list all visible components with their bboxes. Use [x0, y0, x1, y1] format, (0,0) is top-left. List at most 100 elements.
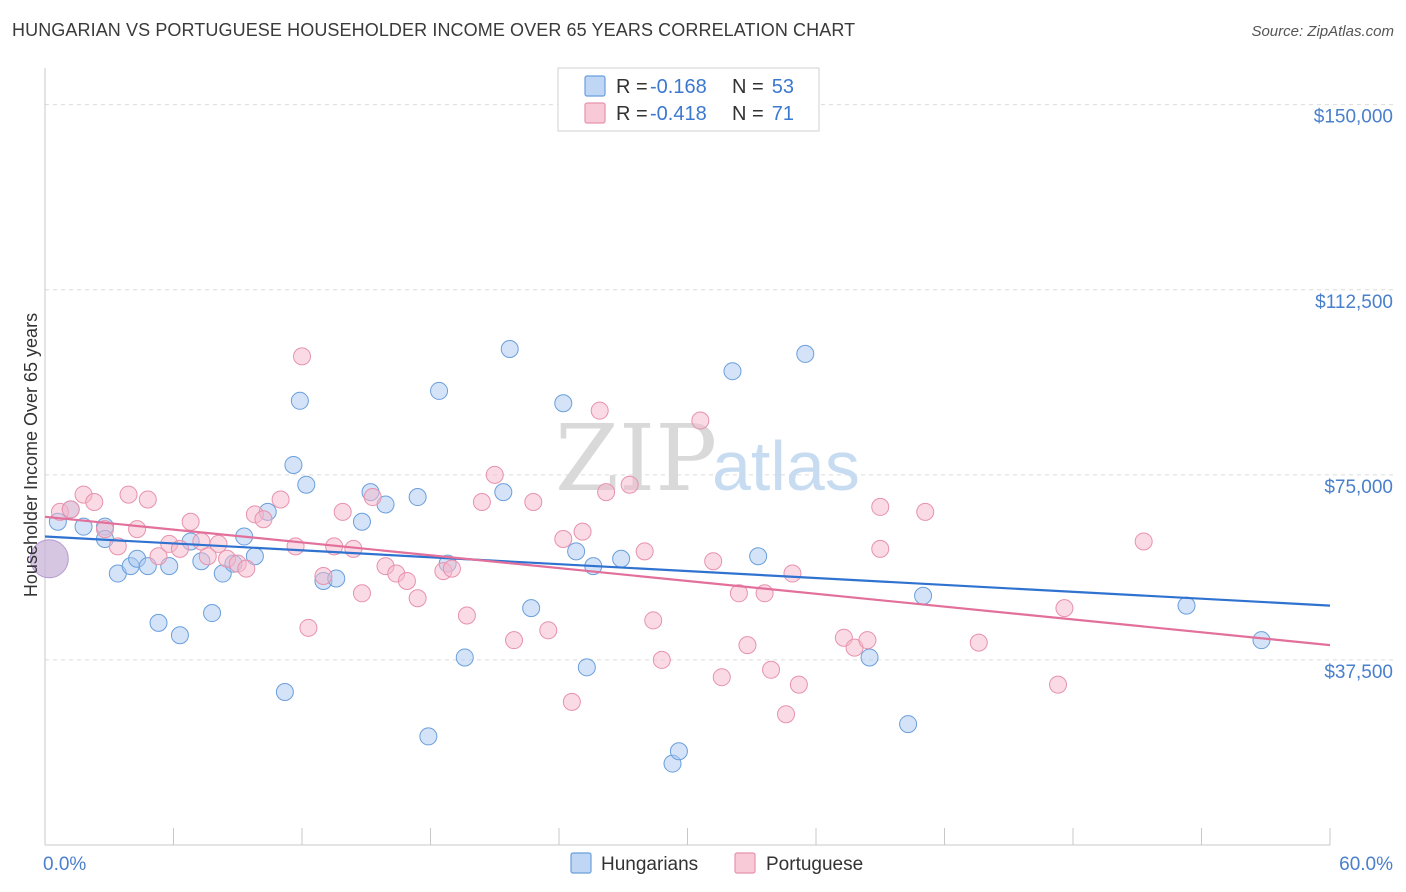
portuguese-point: [271, 490, 290, 509]
portuguese-point: [108, 537, 127, 556]
portuguese-point: [858, 631, 877, 650]
portuguese-point: [871, 539, 890, 558]
portuguese-point: [95, 520, 114, 539]
portuguese-point: [704, 552, 723, 571]
portuguese-trend-line: [44, 515, 1331, 647]
portuguese-point: [871, 497, 890, 516]
portuguese-point: [457, 606, 476, 625]
y-tick-label: $112,500: [1315, 292, 1393, 313]
portuguese-point: [363, 488, 382, 507]
legend-n-label-1: N =: [732, 76, 764, 98]
portuguese-point: [254, 510, 273, 529]
x-tick-label-min: 0.0%: [43, 854, 86, 875]
portuguese-point: [397, 571, 416, 590]
portuguese-point: [472, 492, 491, 511]
trend-lines: [44, 515, 1331, 647]
y-tick-label: $75,000: [1324, 477, 1393, 498]
y-tick-label: $37,500: [1324, 662, 1393, 683]
hungarians-point: [1252, 631, 1271, 650]
portuguese-point: [138, 490, 157, 509]
hungarians-point: [749, 547, 768, 566]
portuguese-point: [149, 547, 168, 566]
portuguese-point: [590, 401, 609, 420]
legend-n-label-2: N =: [732, 103, 764, 125]
portuguese-point: [652, 650, 671, 669]
legend-r-value-2: -0.418: [650, 103, 707, 125]
legend-r-label-1: R =: [616, 76, 648, 98]
hungarians-point: [554, 394, 573, 413]
series-legend-label-portuguese: Portuguese: [766, 854, 863, 875]
portuguese-point: [181, 512, 200, 531]
hungarians-point: [408, 488, 427, 507]
hungarians-point: [74, 517, 93, 536]
portuguese-point: [485, 465, 504, 484]
hungarians-point: [29, 539, 69, 579]
hungarians-point: [914, 586, 933, 605]
hungarians-point: [430, 381, 449, 400]
portuguese-point: [762, 660, 781, 679]
chart-title: HUNGARIAN VS PORTUGUESE HOUSEHOLDER INCO…: [12, 20, 856, 40]
y-tick-labels: $37,500 $75,000 $112,500 $150,000: [1314, 107, 1393, 683]
portuguese-point: [916, 502, 935, 521]
hungarians-point: [612, 549, 631, 568]
y-axis-label: Householder Income Over 65 years: [21, 313, 41, 597]
legend-swatch-portuguese: [584, 102, 606, 124]
hungarians-point: [899, 715, 918, 734]
hungarians-point: [522, 599, 541, 618]
portuguese-point: [729, 584, 748, 603]
portuguese-point: [237, 559, 256, 578]
portuguese-point: [554, 530, 573, 548]
portuguese-point: [562, 692, 581, 711]
portuguese-point: [783, 564, 802, 583]
portuguese-point: [352, 584, 371, 603]
portuguese-point: [314, 567, 333, 586]
portuguese-point: [119, 485, 138, 504]
portuguese-point: [61, 500, 80, 519]
portuguese-point: [573, 522, 592, 541]
hungarians-point: [290, 391, 309, 410]
watermark-zip: ZIP: [555, 405, 717, 512]
portuguese-point: [293, 347, 311, 366]
portuguese-point: [299, 618, 318, 637]
portuguese-point: [789, 675, 808, 694]
portuguese-point: [209, 534, 228, 553]
hungarians-point: [297, 475, 316, 494]
portuguese-point: [539, 621, 558, 640]
hungarians-trend-line: [44, 535, 1331, 607]
portuguese-point: [712, 668, 731, 687]
portuguese-point: [85, 492, 104, 511]
legend-n-value-1: 53: [772, 76, 794, 98]
legend-r-value-1: -0.168: [650, 76, 707, 98]
source-attribution: Source: ZipAtlas.com: [1251, 23, 1394, 40]
hungarians-point: [577, 658, 596, 677]
portuguese-point: [1134, 532, 1153, 551]
portuguese-point: [691, 411, 710, 430]
series-legend-label-hungarians: Hungarians: [601, 854, 698, 875]
portuguese-point: [408, 589, 427, 608]
hungarians-point: [352, 512, 371, 531]
portuguese-point: [738, 636, 757, 655]
correlation-legend: R = -0.168 N = 53 R = -0.418 N = 71: [557, 67, 820, 132]
axes: [44, 68, 1331, 846]
hungarians-point: [419, 727, 438, 746]
hungarians-point: [494, 483, 513, 502]
portuguese-point: [128, 520, 147, 539]
hungarians-point: [170, 626, 189, 645]
portuguese-point: [777, 705, 796, 724]
hungarians-point: [567, 542, 586, 561]
portuguese-point: [524, 492, 543, 511]
portuguese-point: [644, 611, 663, 630]
portuguese-point: [1049, 675, 1068, 694]
hungarians-point: [275, 683, 294, 701]
series-legend: Hungarians Portuguese: [570, 852, 863, 875]
watermark-atlas: atlas: [712, 427, 860, 505]
hungarians-point: [455, 648, 474, 667]
legend-r-label-2: R =: [616, 103, 648, 125]
hungarians-point: [149, 613, 168, 632]
portuguese-point: [442, 559, 461, 578]
legend-n-value-2: 71: [772, 103, 794, 125]
portuguese-point: [597, 483, 616, 502]
portuguese-point: [969, 633, 988, 652]
portuguese-point: [635, 542, 654, 561]
